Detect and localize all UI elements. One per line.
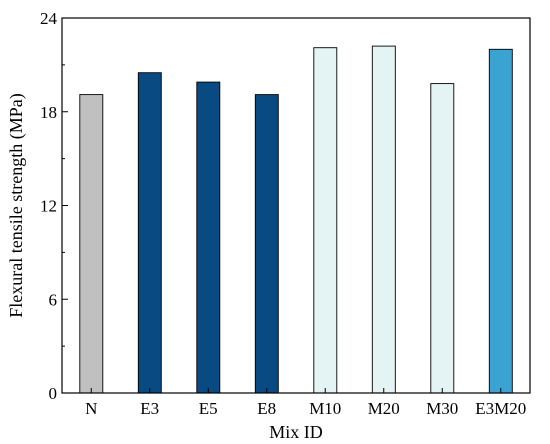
x-tick-label: N [85,399,97,418]
y-axis: 0 6 12 18 24 [40,9,68,403]
bar-e5 [196,81,221,394]
x-tick-label: E8 [257,399,276,418]
bar-m30 [430,83,455,394]
x-axis: N E3 E5 E8 M10 M20 M30 E3M20 [85,388,526,418]
x-tick-label: E3 [140,399,159,418]
bar-n [79,94,104,394]
y-tick-label: 0 [49,384,58,403]
bar-m10 [313,47,338,394]
y-axis-title: Flexural tensile strength (MPa) [6,93,27,317]
bar-m20 [371,45,396,394]
x-tick-label: E3M20 [475,399,526,418]
bar-e3 [137,72,162,394]
bar-e3m20 [488,48,513,394]
x-tick-label: M20 [368,399,400,418]
y-tick-label: 24 [40,9,58,28]
x-tick-label: M10 [309,399,341,418]
bar-e8 [254,94,279,394]
bars-group [79,45,513,394]
y-tick-label: 18 [40,103,57,122]
x-axis-title: Mix ID [269,422,323,442]
x-tick-label: E5 [199,399,218,418]
x-tick-label: M30 [426,399,458,418]
y-tick-label: 6 [49,290,58,309]
y-tick-label: 12 [40,197,57,216]
plot-frame [61,17,531,394]
